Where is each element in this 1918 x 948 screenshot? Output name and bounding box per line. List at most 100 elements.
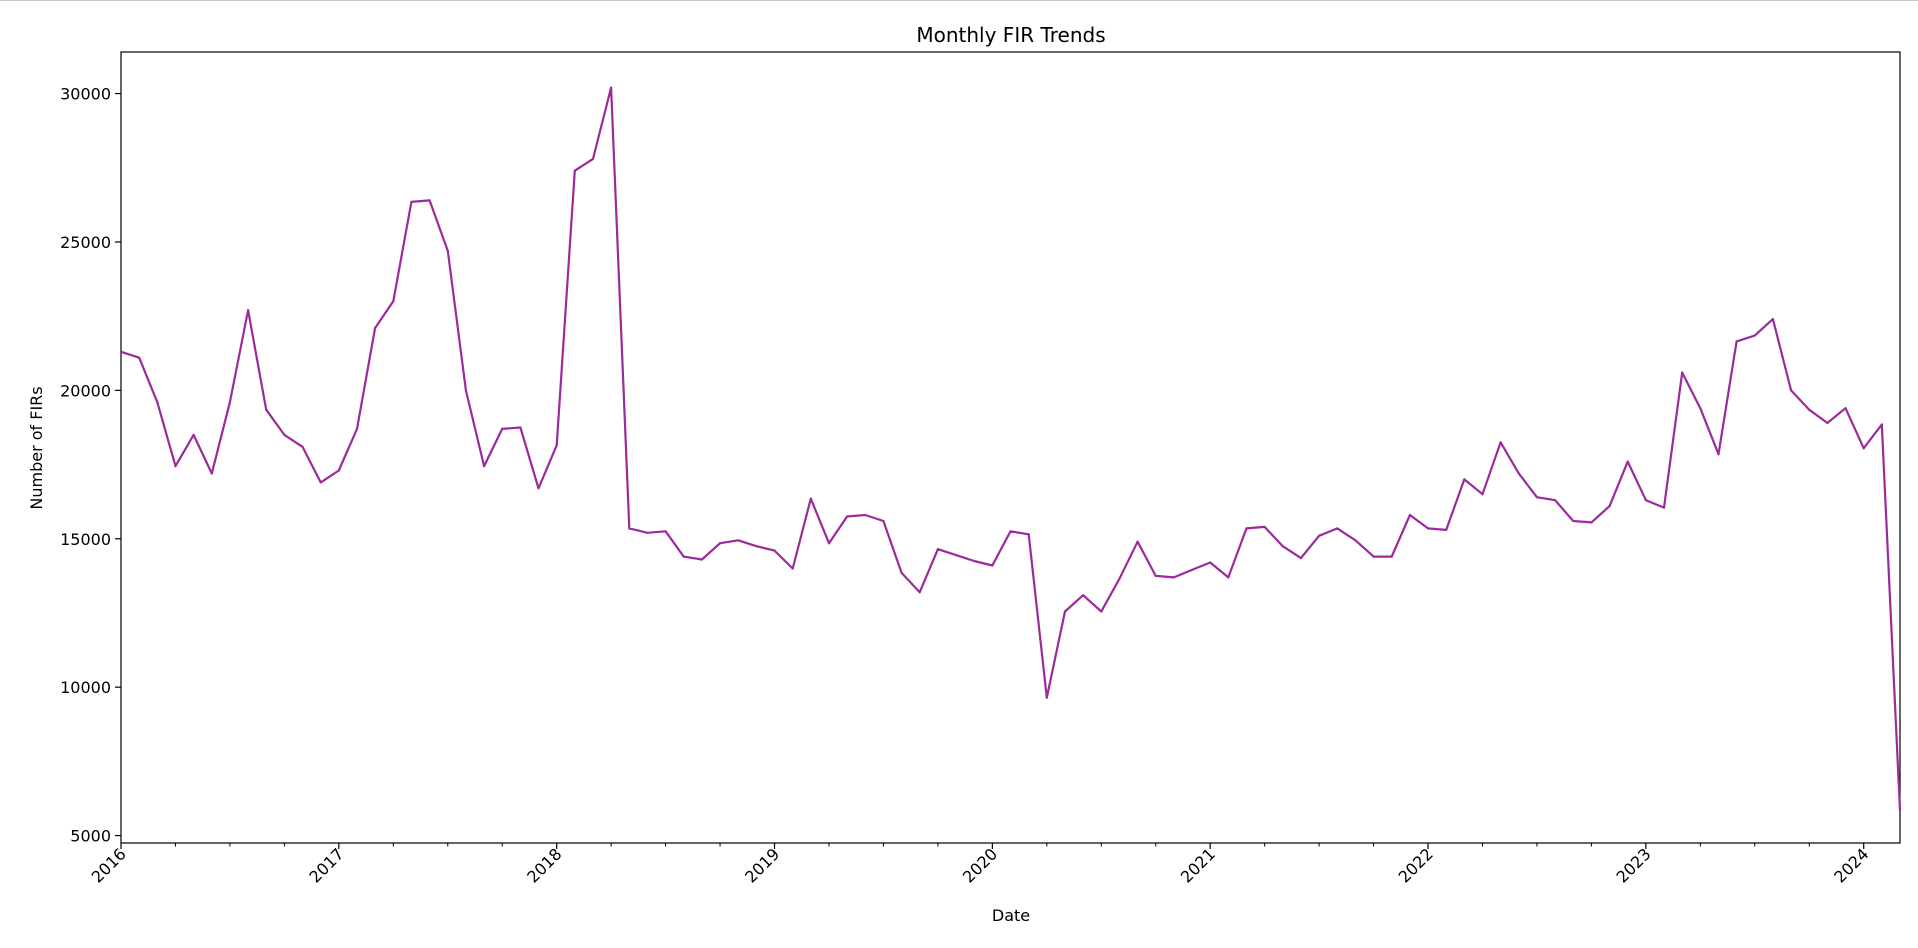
data-point (1136, 540, 1139, 543)
data-point (428, 199, 431, 202)
x-tick-label: 2016 (88, 844, 130, 886)
data-point (1826, 421, 1829, 425)
data-point (1790, 389, 1793, 392)
data-point (1753, 334, 1756, 337)
y-axis-label: Number of FIRs (27, 386, 46, 509)
data-point (138, 356, 141, 359)
data-point (1554, 499, 1557, 502)
data-point (1190, 568, 1194, 572)
data-point (265, 408, 268, 411)
x-axis: 2016 2017 2018 2019 2020 2021 2022 2023 2024 (88, 843, 1873, 887)
plot-area-frame (120, 51, 1901, 844)
y-tick-label: 25000 (60, 233, 111, 252)
data-point (755, 545, 758, 548)
data-point (1771, 318, 1774, 321)
data-point (1063, 610, 1067, 613)
data-point (1644, 499, 1647, 502)
data-point (228, 401, 231, 404)
data-point (773, 549, 776, 552)
data-point (882, 519, 885, 523)
data-point (809, 497, 812, 500)
data-point (210, 472, 213, 475)
data-point (1499, 441, 1502, 444)
data-point (1699, 407, 1702, 410)
data-point (1572, 519, 1575, 523)
data-point (1535, 496, 1538, 499)
x-tick-label: 2024 (1830, 844, 1872, 886)
data-point (355, 427, 359, 430)
data-point (664, 530, 667, 533)
data-point (1662, 506, 1666, 509)
data-point (1263, 525, 1266, 529)
data-point (1227, 576, 1230, 579)
window-top-border (0, 0, 1918, 1)
x-tick-label: 2021 (1177, 844, 1219, 886)
data-point (1354, 539, 1357, 542)
y-tick-label: 15000 (60, 530, 111, 549)
data-point (1463, 478, 1466, 481)
y-tick-label: 20000 (60, 381, 111, 400)
data-point (1082, 594, 1085, 597)
x-tick-label: 2018 (523, 844, 565, 886)
data-point (247, 309, 250, 312)
y-axis: 5000 10000 15000 20000 25000 30000 (60, 85, 121, 846)
data-point (1245, 527, 1248, 530)
x-tick-label: 2019 (741, 844, 783, 886)
data-point (1608, 505, 1611, 508)
data-point (991, 564, 994, 567)
data-point (1590, 521, 1593, 524)
data-point (1481, 493, 1484, 496)
series-layer (119, 86, 1902, 812)
y-tick-label: 10000 (60, 678, 111, 697)
data-point (1844, 407, 1847, 410)
data-point (973, 559, 976, 563)
series-line (120, 86, 1902, 811)
data-point (900, 571, 903, 575)
data-point (1390, 555, 1393, 558)
data-point (846, 515, 849, 518)
data-point (610, 86, 613, 89)
data-point (446, 249, 449, 252)
data-point (119, 350, 123, 353)
data-point (1517, 472, 1520, 475)
data-point (337, 469, 340, 472)
data-point (1717, 453, 1720, 456)
data-point (791, 567, 794, 570)
data-point (1898, 809, 1902, 812)
data-point (1626, 460, 1629, 463)
data-point (483, 465, 486, 468)
x-tick-label: 2020 (959, 844, 1001, 886)
data-point (827, 542, 831, 545)
data-point (1372, 555, 1375, 558)
data-point (1100, 610, 1103, 613)
data-point (591, 157, 595, 160)
data-point (1862, 447, 1865, 450)
data-point (283, 433, 286, 436)
data-point (1808, 408, 1811, 411)
data-point (392, 300, 395, 303)
data-point (156, 401, 159, 404)
data-point (519, 426, 522, 429)
data-point (700, 558, 704, 561)
data-point (410, 200, 413, 203)
data-point (1408, 513, 1411, 517)
data-point (174, 465, 177, 468)
data-point (537, 487, 540, 490)
y-tick-label: 5000 (70, 827, 111, 846)
data-point (1426, 527, 1430, 530)
data-point (628, 527, 631, 530)
x-axis-label: Date (992, 906, 1030, 925)
chart-title: Monthly FIR Trends (916, 23, 1105, 47)
x-tick-label: 2022 (1395, 844, 1437, 886)
data-point (1154, 574, 1157, 578)
data-point (1027, 533, 1030, 536)
data-point (192, 433, 195, 436)
data-point (555, 444, 558, 447)
data-point (1172, 576, 1175, 579)
data-point (1009, 530, 1012, 533)
x-tick-label: 2017 (305, 844, 347, 886)
data-point (1445, 528, 1448, 532)
data-point (1318, 534, 1321, 537)
data-point (573, 169, 576, 172)
